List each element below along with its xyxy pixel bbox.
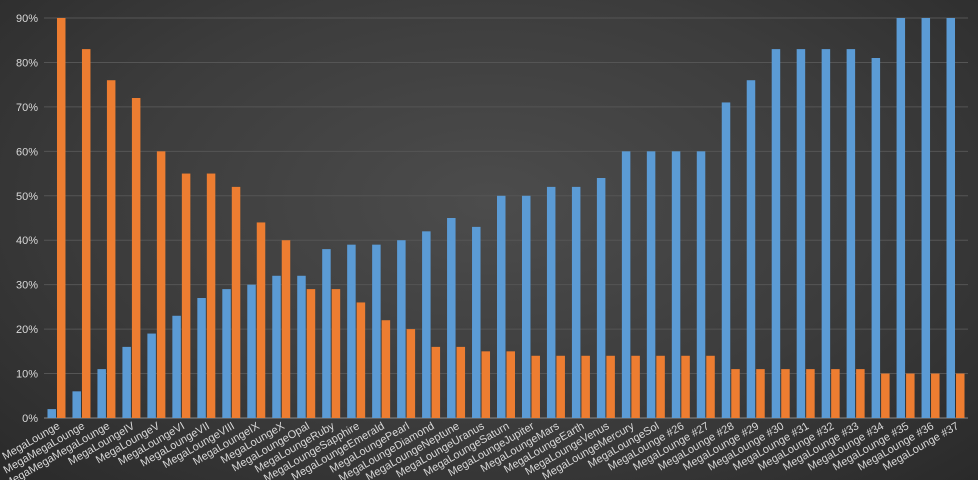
bar-series-orange [656, 355, 665, 418]
bar-series-orange [506, 351, 515, 418]
bar-series-orange [381, 320, 391, 418]
bar-series-blue [571, 186, 581, 418]
bar-series-orange [356, 302, 366, 418]
y-tick-label: 20% [16, 324, 38, 336]
bar-series-orange [456, 346, 466, 418]
bar-series-orange [781, 369, 790, 418]
bar-series-blue [721, 102, 731, 418]
bar-series-orange [281, 240, 291, 418]
y-tick-label: 90% [16, 13, 38, 25]
bar-series-blue [447, 218, 456, 418]
bar-series-blue [671, 151, 681, 419]
bar-series-orange [806, 369, 815, 418]
bar-series-orange [931, 373, 940, 418]
bar-series-blue [896, 18, 906, 418]
bar-series-orange [606, 355, 615, 418]
bar-series-blue [821, 49, 831, 418]
bar-series-blue [946, 18, 956, 418]
bar-series-blue [921, 18, 931, 418]
bar-series-orange [831, 369, 840, 418]
bar-series-orange [956, 373, 965, 418]
y-tick-label: 40% [16, 235, 38, 247]
y-tick-label: 0% [22, 413, 38, 425]
bar-series-orange [631, 355, 640, 418]
bar-series-orange [56, 18, 66, 418]
bar-series-blue [521, 195, 531, 418]
y-tick-label: 10% [16, 369, 38, 381]
bar-series-blue [472, 226, 481, 418]
bar-series-blue [322, 249, 331, 418]
bar-series-blue [222, 289, 231, 418]
bar-series-blue [696, 151, 706, 419]
bar-series-orange [181, 173, 191, 418]
bar-series-blue [871, 58, 881, 418]
bar-series-orange [481, 351, 491, 418]
bar-series-blue [297, 275, 306, 418]
bar-series-blue [247, 284, 256, 418]
bar-series-orange [581, 355, 590, 418]
bar-series-orange [131, 98, 141, 418]
bar-series-orange [706, 355, 715, 418]
bar-series-orange [731, 369, 740, 418]
bar-series-orange [756, 369, 765, 418]
bar-series-blue [147, 333, 156, 418]
bar-series-blue [422, 231, 431, 418]
bar-series-blue [97, 369, 106, 418]
bar-series-orange [531, 355, 540, 418]
y-tick-label: 70% [16, 102, 38, 114]
bar-series-orange [81, 49, 91, 418]
bar-series-orange [906, 373, 915, 418]
bar-series-blue [646, 151, 656, 419]
bar-series-blue [846, 49, 856, 418]
y-tick-label: 60% [16, 146, 38, 158]
bar-series-orange [206, 173, 216, 418]
y-tick-label: 80% [16, 57, 38, 69]
bar-series-blue [347, 244, 356, 418]
bar-series-orange [156, 151, 166, 419]
bar-series-blue [372, 244, 381, 418]
bar-series-blue [197, 298, 206, 418]
bar-series-orange [256, 222, 266, 418]
bar-series-blue [796, 49, 806, 418]
y-tick-label: 50% [16, 191, 38, 203]
bar-series-orange [881, 373, 890, 418]
bar-series-blue [746, 80, 756, 418]
bar-series-orange [856, 369, 865, 418]
bar-series-blue [546, 186, 556, 418]
bar-series-orange [431, 346, 441, 418]
bar-series-orange [231, 186, 241, 418]
bar-series-blue [497, 195, 506, 418]
bar-series-blue [122, 346, 131, 418]
bar-series-blue [771, 49, 781, 418]
bar-series-blue [272, 275, 281, 418]
bar-series-blue [72, 391, 81, 418]
bar-series-blue [397, 240, 406, 418]
bar-series-blue [172, 315, 181, 418]
bar-series-orange [556, 355, 565, 418]
bar-series-blue [47, 409, 56, 418]
bar-series-blue [596, 178, 606, 418]
bar-series-orange [681, 355, 690, 418]
bar-series-orange [406, 329, 416, 418]
bar-series-orange [106, 80, 116, 418]
y-tick-label: 30% [16, 280, 38, 292]
bar-series-orange [331, 289, 341, 418]
bar-series-blue [621, 151, 631, 419]
bar-series-orange [306, 289, 316, 418]
